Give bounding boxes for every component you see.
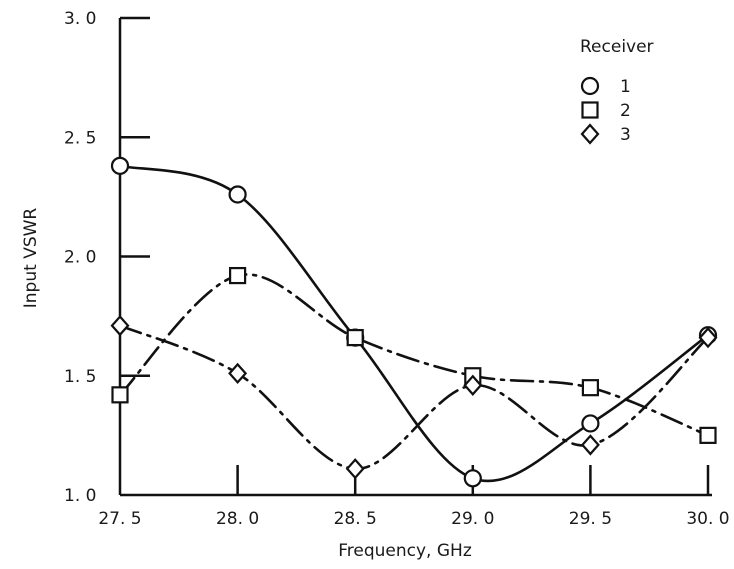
series-2-point	[581, 379, 600, 397]
series-2-point	[699, 426, 717, 444]
legend: Receiver 1 2 3	[580, 37, 654, 145]
series-2-line	[118, 273, 710, 437]
series-3-point	[345, 458, 365, 480]
legend-label-1: 1	[620, 77, 631, 97]
x-tick-label: 28. 5	[334, 509, 377, 529]
series-2-point	[346, 328, 364, 347]
series-3-point	[580, 434, 600, 456]
series-1-point	[581, 414, 600, 433]
y-tick-label: 1. 5	[64, 367, 96, 387]
y-tick-label: 1. 0	[64, 486, 96, 506]
series-2-point	[111, 386, 129, 404]
tick-labels: 1. 0 1. 5 2. 0 2. 5 3. 0 27. 5 28. 0 28. 5 29. 0…	[64, 9, 730, 529]
x-axis-title: Frequency, GHz	[338, 541, 472, 561]
series-1-point	[463, 469, 482, 488]
y-tick-label: 2. 0	[64, 248, 96, 268]
y-axis-title: Input VSWR	[21, 208, 41, 309]
series-3-point	[698, 326, 718, 349]
series-3-point	[228, 362, 248, 385]
y-tick-label: 3. 0	[64, 9, 96, 29]
series-1-point	[228, 185, 247, 204]
legend-label-3: 3	[620, 125, 631, 145]
series-3-point	[463, 374, 483, 396]
y-tick-label: 2. 5	[64, 128, 96, 148]
x-tick-label: 27. 5	[98, 509, 141, 529]
x-tick-label: 30. 0	[686, 509, 729, 529]
series-lines	[118, 164, 710, 483]
series-2-point	[229, 266, 247, 285]
legend-circle-marker	[580, 76, 600, 96]
x-tick-label: 28. 0	[216, 509, 259, 529]
series-1-point	[110, 156, 130, 175]
x-tick-label: 29. 5	[569, 509, 612, 529]
x-tick-label: 29. 0	[451, 509, 494, 529]
legend-square-marker	[581, 101, 599, 119]
legend-diamond-marker	[580, 123, 600, 145]
series-3-point	[110, 315, 130, 337]
series-1-line	[118, 164, 710, 483]
series-markers	[110, 156, 718, 488]
legend-title: Receiver	[580, 37, 654, 57]
legend-label-2: 2	[620, 101, 631, 121]
